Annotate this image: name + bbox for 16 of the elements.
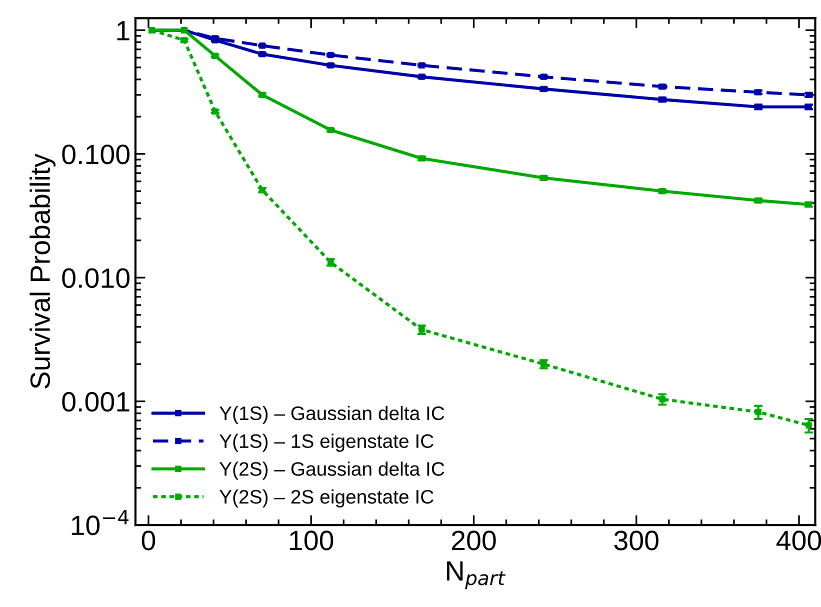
- x-tick-label: 400: [776, 530, 821, 550]
- x-axis-title: N$_{part}$: [447, 561, 506, 590]
- y-tick-label: 0.010: [62, 268, 130, 288]
- y-tick-label: 1: [117, 21, 130, 40]
- y-tick-label: 10$^{−4}$: [72, 510, 129, 536]
- y-axis-title: Survival Probability: [30, 154, 56, 388]
- legend-label: Υ(2S) – 2S eigenstate IC: [220, 489, 434, 508]
- legend-label: Υ(2S) – Gaussian delta IC: [220, 462, 444, 480]
- x-tick-label: 200: [452, 530, 496, 550]
- legend-label: Υ(1S) – 1S eigenstate IC: [220, 434, 434, 452]
- y-tick-label: 0.100: [62, 144, 130, 164]
- x-tick-label: 100: [290, 530, 334, 550]
- legend-label: Υ(1S) – Gaussian delta IC: [220, 406, 444, 424]
- y-tick-label: 0.001: [62, 392, 130, 412]
- x-tick-label: 0: [142, 530, 156, 550]
- x-tick-label: 300: [614, 530, 658, 550]
